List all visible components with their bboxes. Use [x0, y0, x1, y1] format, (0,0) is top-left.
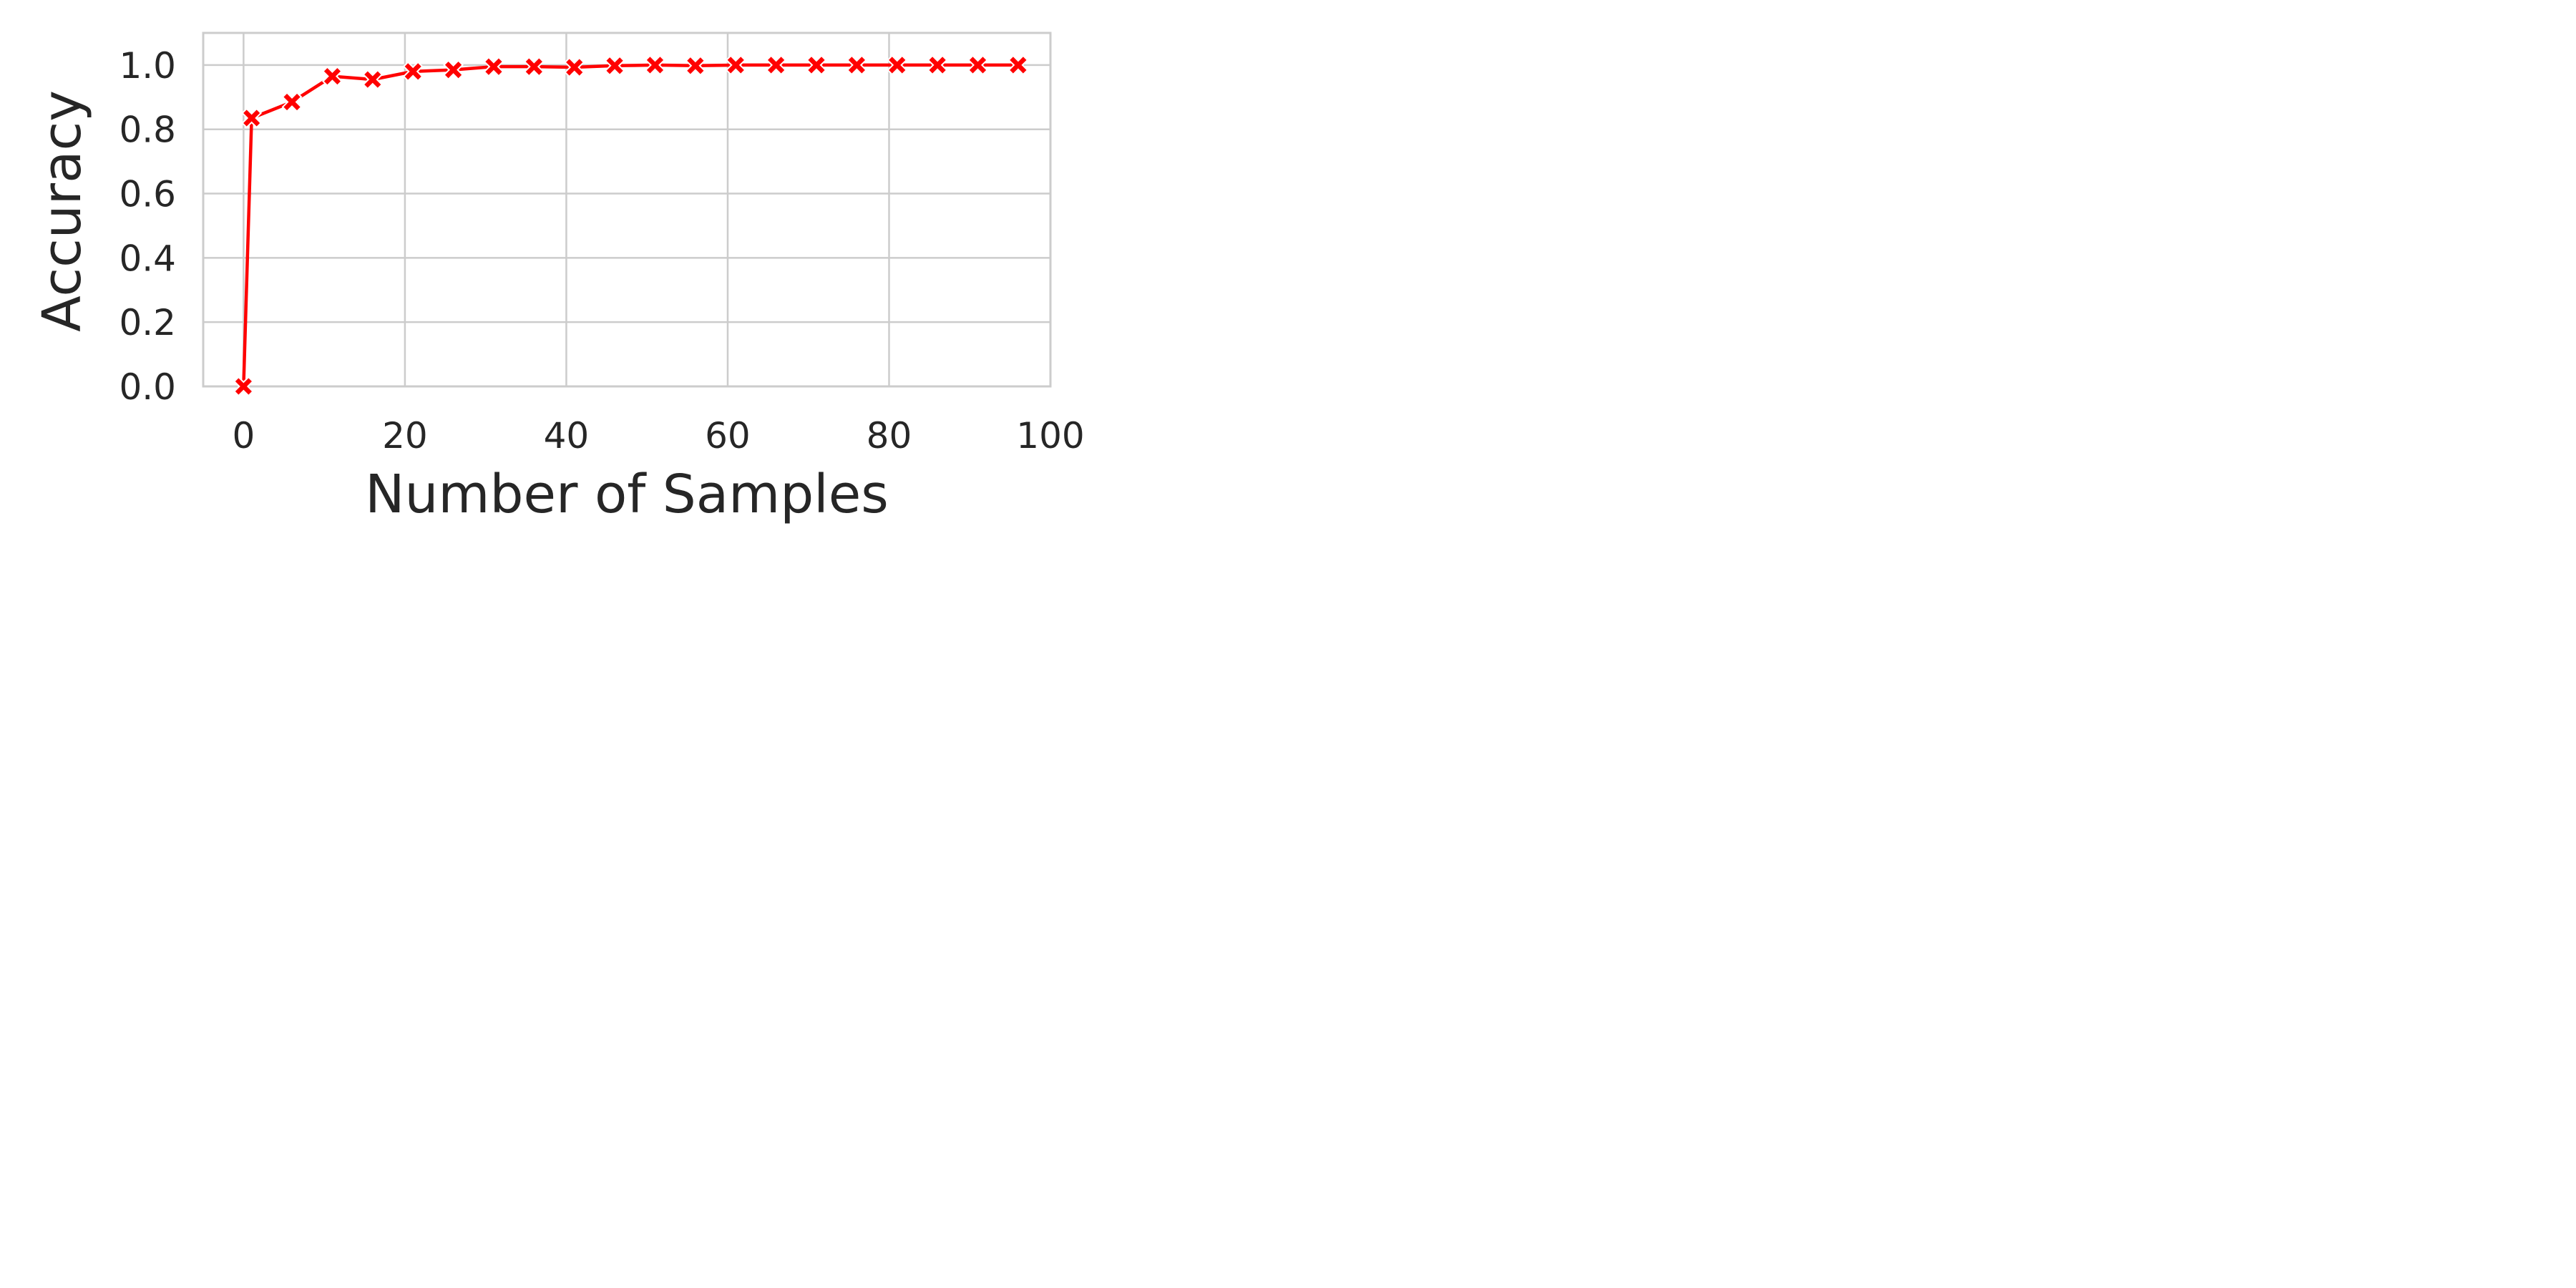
x-tick-label: 0: [232, 415, 255, 457]
y-tick-label: 1.0: [119, 45, 176, 87]
plot-frame: [202, 31, 1052, 388]
x-tick-label: 60: [705, 415, 751, 457]
y-axis-title: Accuracy: [31, 90, 93, 332]
data-point-marker: [322, 66, 343, 87]
data-point-marker: [362, 69, 384, 90]
y-tick-label: 0.2: [119, 302, 176, 343]
data-point-marker: [604, 55, 625, 77]
data-point-marker: [766, 54, 787, 76]
data-point-marker: [233, 376, 254, 397]
x-tick-label: 80: [867, 415, 912, 457]
y-tick-label: 0.4: [119, 238, 176, 279]
data-point-marker: [806, 54, 827, 76]
plot-background: [203, 33, 1050, 386]
x-tick-label: 20: [382, 415, 428, 457]
data-point-marker: [241, 107, 263, 129]
data-point-marker: [483, 56, 504, 77]
data-point-marker: [927, 54, 948, 76]
accuracy-chart: 0 20 40 60 80 100 0.0 0.2 0.4 0.6 0.8 1.0 Number of…: [31, 31, 1085, 525]
tick-labels: 0 20 40 60 80 100 0.0 0.2 0.4 0.6 0.8 1.0: [119, 45, 1084, 457]
y-tick-label: 0.8: [119, 109, 176, 151]
data-point-marker: [725, 54, 746, 76]
x-tick-label: 100: [1016, 415, 1084, 457]
data-point-marker: [685, 55, 706, 77]
y-tick-label: 0.6: [119, 174, 176, 215]
x-tick-label: 40: [544, 415, 590, 457]
data-point-marker: [967, 54, 988, 76]
data-point-marker: [645, 54, 665, 76]
x-axis-title: Number of Samples: [365, 464, 889, 525]
data-point-marker: [846, 54, 867, 76]
data-point-marker: [523, 56, 545, 77]
y-tick-label: 0.0: [119, 366, 176, 408]
data-point-marker: [887, 54, 908, 76]
data-point-marker: [564, 57, 585, 78]
data-point-marker: [402, 61, 424, 82]
data-point-marker: [281, 92, 303, 112]
data-point-marker: [443, 59, 464, 81]
series-layer: [233, 54, 1029, 397]
data-point-marker: [1008, 54, 1029, 76]
